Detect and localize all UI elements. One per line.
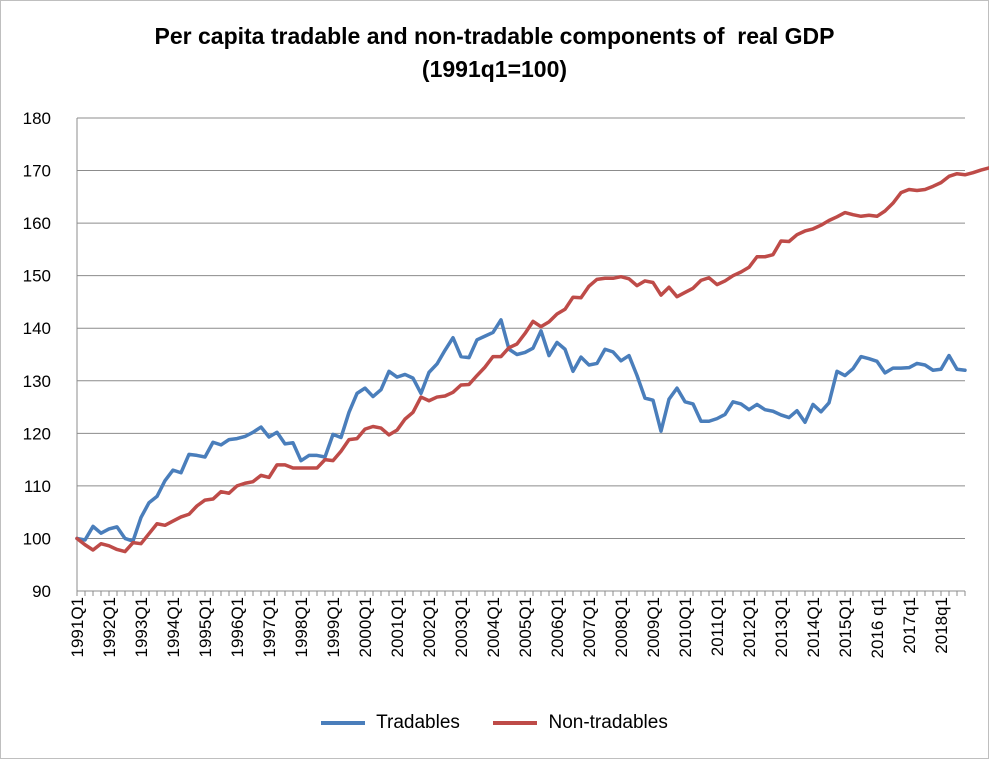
x-tick-label: 1995Q1 — [196, 597, 215, 658]
x-tick-label: 2005Q1 — [516, 597, 535, 658]
legend: Tradables Non-tradables — [0, 712, 989, 734]
y-tick-label: 100 — [23, 529, 51, 548]
x-tick-label: 2011Q1 — [708, 597, 727, 656]
x-tick-label: 1997Q1 — [260, 597, 279, 658]
y-tick-label: 130 — [23, 372, 51, 391]
x-tick-label: 1991Q1 — [68, 597, 87, 658]
y-tick-label: 120 — [23, 424, 51, 443]
x-axis: 1991Q1 1992Q1 1993Q1 1994Q1 1995Q1 1996Q1 1997… — [68, 118, 966, 658]
chart-title: Per capita tradable and non-tradable com… — [0, 20, 989, 86]
x-tick-label: 2014Q1 — [804, 597, 823, 658]
x-tick-label: 2007Q1 — [580, 597, 599, 658]
x-tick-label: 2013Q1 — [772, 597, 791, 658]
legend-swatch-non-tradables — [493, 720, 538, 725]
y-tick-label: 170 — [23, 162, 51, 181]
legend-label-tradables: Tradables — [376, 712, 460, 733]
y-axis-tick-labels: 90 100 110 120 130 140 150 160 170 180 — [23, 109, 51, 601]
x-tick-label: 2003Q1 — [452, 597, 471, 658]
legend-item-tradables: Tradables — [321, 712, 460, 734]
series-line-non-tradables — [75, 166, 989, 554]
x-tick-label: 2017q1 — [900, 597, 919, 654]
series-lines — [75, 166, 989, 554]
x-tick-label: 1994Q1 — [164, 597, 183, 658]
y-tick-label: 180 — [23, 109, 51, 128]
y-tick-label: 90 — [32, 582, 51, 601]
x-tick-label: 2004Q1 — [484, 597, 503, 658]
x-tick-label: 1993Q1 — [132, 597, 151, 658]
y-tick-label: 110 — [24, 477, 51, 496]
legend-swatch-tradables — [321, 720, 366, 725]
y-tick-label: 150 — [23, 267, 51, 286]
chart-title-line: Per capita tradable and non-tradable com… — [154, 23, 835, 49]
legend-item-non-tradables: Non-tradables — [493, 712, 668, 734]
x-tick-label: 2015Q1 — [836, 597, 855, 658]
x-tick-label: 2006Q1 — [548, 597, 567, 658]
x-tick-label: 1999Q1 — [324, 597, 343, 658]
x-tick-label: 2009Q1 — [644, 597, 663, 658]
x-tick-label: 1996Q1 — [228, 597, 247, 658]
x-tick-label: 2002Q1 — [420, 597, 439, 658]
x-tick-label: 2000Q1 — [356, 597, 375, 658]
x-tick-label: 1998Q1 — [292, 597, 311, 658]
x-tick-label: 1992Q1 — [100, 597, 119, 658]
x-tick-label: 2012Q1 — [740, 597, 759, 658]
y-tick-label: 160 — [23, 214, 51, 233]
x-tick-label: 2018q1 — [932, 597, 951, 654]
y-tick-label: 140 — [23, 319, 51, 338]
x-tick-label: 2010Q1 — [676, 597, 695, 658]
x-tick-label: 2001Q1 — [388, 597, 407, 658]
x-tick-label: 2008Q1 — [612, 597, 631, 658]
chart-subtitle: (1991q1=100) — [421, 56, 568, 82]
legend-label-non-tradables: Non-tradables — [548, 712, 668, 733]
series-line-tradables — [75, 318, 967, 543]
x-tick-label: 2016 q1 — [868, 597, 887, 658]
